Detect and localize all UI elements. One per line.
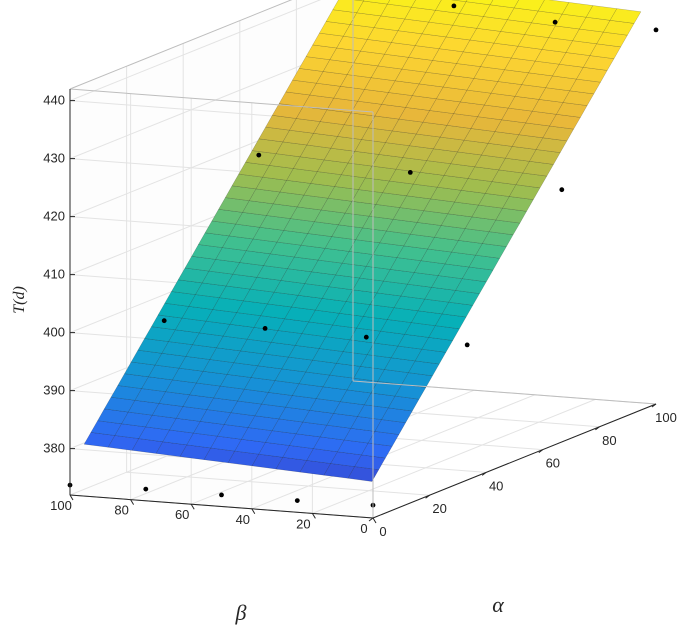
data-point [559,187,565,193]
data-point [407,170,413,175]
y-tick [190,503,195,510]
tick-labels: 380 390 400 410 420 430 440 0 20 40 60 80 100 0 20 40 60… [43,93,677,539]
data-point [262,326,268,331]
box-edge [69,88,374,113]
y-tick [69,494,74,501]
x-tick-label: 0 [379,524,386,539]
x-tick [481,471,487,476]
x-axis-line [372,403,657,519]
x-tick [538,449,544,454]
y-tick-label: 20 [296,516,310,531]
data-point [219,492,224,498]
surface-patch [353,0,365,2]
surface [83,0,642,482]
y-tick-label: 60 [175,507,189,522]
surface-patch [451,0,468,2]
x-tick-label: 100 [655,410,677,425]
floor-grid-y [251,394,535,510]
data-point [256,152,262,158]
x-tick [425,494,430,499]
y-tick [372,517,377,524]
wall-grid-z [69,0,322,102]
floor-grid-x [126,471,430,496]
data-point [464,342,470,348]
y-axis-line [69,494,374,519]
z-tick-label: 420 [43,209,65,224]
y-tick [130,499,135,505]
y-tick-label: 80 [114,503,128,518]
z-tick-label: 390 [43,383,65,398]
x-tick [651,403,657,408]
x-tick-label: 80 [602,433,616,448]
floor-grid-y [312,398,596,514]
y-tick-label: 40 [236,512,250,527]
x-tick-label: 40 [489,478,503,493]
floor-edge [352,380,657,405]
z-tick-label: 440 [43,93,65,108]
surface-patch [363,0,391,5]
z-tick-label: 430 [43,151,65,166]
data-point [552,19,558,25]
data-point [451,3,457,9]
axes-frame [69,0,657,519]
x-tick-label: 20 [432,501,446,516]
data-point [294,498,300,503]
z-tick-label: 400 [43,325,65,340]
box-edge [69,0,293,90]
surface-patch [465,0,494,6]
z-tick-label: 410 [43,267,65,282]
y-tick-label: 0 [360,521,367,536]
x-axis-label: α [492,592,504,617]
y-tick-label: 100 [50,498,72,513]
data-point [161,318,167,324]
data-point [363,334,369,340]
y-axis-label: β [235,600,247,625]
x-tick [368,517,374,522]
z-tick-label: 380 [43,441,65,456]
surface-patch [609,8,642,24]
x-tick-label: 60 [546,456,560,471]
data-point [143,486,149,492]
y-tick [311,513,316,519]
y-tick [251,508,256,515]
z-axis-label: T(d) [11,286,28,314]
x-tick [595,426,600,431]
surface-patch [387,0,416,8]
data-point [653,27,659,33]
